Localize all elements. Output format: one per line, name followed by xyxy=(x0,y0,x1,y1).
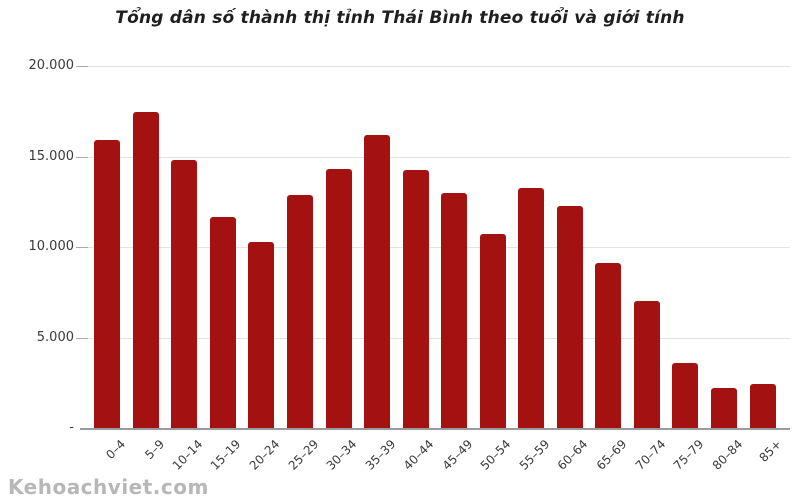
y-tick-label: - xyxy=(69,420,74,435)
bar-25-29[interactable] xyxy=(287,195,313,428)
x-tick-label: 30–34 xyxy=(323,437,360,473)
x-axis-slot: 60–64 xyxy=(551,430,591,492)
x-axis-slot: 70–74 xyxy=(628,430,669,492)
bar-5-9[interactable] xyxy=(132,112,159,428)
x-tick-label: 0–4 xyxy=(103,437,129,462)
y-tick-label: 15.000 xyxy=(28,148,75,164)
watermark: Kehoachviet.com xyxy=(8,475,209,499)
bar-50-54[interactable] xyxy=(479,234,506,428)
x-axis-slot: 30–34 xyxy=(319,430,360,492)
bar-75-79[interactable] xyxy=(672,362,699,428)
bar-80-84[interactable] xyxy=(711,388,738,428)
x-tick-label: 70–74 xyxy=(632,437,669,473)
x-tick-label: 75–79 xyxy=(670,437,707,473)
gridline xyxy=(80,337,790,339)
bar-series xyxy=(88,66,782,428)
plot-area xyxy=(76,66,790,430)
x-axis-slot: 45–49 xyxy=(435,430,476,492)
gridline xyxy=(80,247,790,248)
x-axis-slot: 55–59 xyxy=(512,430,553,492)
bar-40-44[interactable] xyxy=(402,170,429,428)
x-tick-label: 80–84 xyxy=(709,437,746,473)
y-tick-label: 10.000 xyxy=(28,239,75,254)
x-axis-slot: 75–79 xyxy=(666,430,707,492)
x-tick-label: 25–29 xyxy=(285,437,321,473)
x-axis-slot: 85+ xyxy=(744,430,784,492)
bar-65-69[interactable] xyxy=(595,263,622,428)
x-tick-label: 10–14 xyxy=(169,437,206,473)
bar-30-34[interactable] xyxy=(325,169,352,428)
x-tick-label: 15–19 xyxy=(208,437,244,473)
x-tick-label: 5–9 xyxy=(141,437,167,462)
y-axis-tick xyxy=(76,337,88,339)
x-axis-slot: 65–69 xyxy=(589,430,630,492)
x-tick-label: 50–54 xyxy=(478,437,514,473)
bar-35-39[interactable] xyxy=(364,134,391,428)
y-axis-tick xyxy=(76,66,88,67)
bar-15-19[interactable] xyxy=(209,217,236,428)
bar-70-74[interactable] xyxy=(633,301,660,428)
x-tick-label: 20–24 xyxy=(246,437,283,473)
x-tick-label: 40–44 xyxy=(400,437,437,473)
bar-10-14[interactable] xyxy=(171,160,198,428)
y-tick-label: 5.000 xyxy=(36,329,74,345)
x-axis-slot: 25–29 xyxy=(281,430,321,492)
x-axis-slot: 80–84 xyxy=(705,430,746,492)
bar-85[interactable] xyxy=(749,383,776,428)
bar-20-24[interactable] xyxy=(248,242,275,428)
y-axis-tick xyxy=(76,247,88,248)
x-tick-label: 35–39 xyxy=(362,437,399,473)
x-axis-slot: 20–24 xyxy=(242,430,283,492)
x-axis-slot: 35–39 xyxy=(358,430,399,492)
x-axis-slot: 50–54 xyxy=(474,430,514,492)
x-tick-label: 85+ xyxy=(755,437,784,465)
y-axis-tick xyxy=(76,156,88,158)
bar-55-59[interactable] xyxy=(518,188,545,428)
y-axis-labels: 20.000 15.000 10.000 5.000 - xyxy=(0,58,75,435)
bar-45-49[interactable] xyxy=(441,192,468,428)
bar-60-64[interactable] xyxy=(556,206,583,428)
x-tick-label: 55–59 xyxy=(516,437,553,473)
x-tick-label: 65–69 xyxy=(593,437,630,473)
gridline xyxy=(80,66,790,67)
chart-title: Tổng dân số thành thị tỉnh Thái Bình the… xyxy=(115,8,685,28)
x-tick-label: 60–64 xyxy=(555,437,591,473)
bar-0-4[interactable] xyxy=(94,140,121,428)
gridline xyxy=(80,156,790,158)
x-tick-label: 45–49 xyxy=(439,437,476,473)
x-axis-slot: 40–44 xyxy=(397,430,437,492)
y-tick-label: 20.000 xyxy=(28,58,75,73)
x-axis-slot: 15–19 xyxy=(204,430,244,492)
